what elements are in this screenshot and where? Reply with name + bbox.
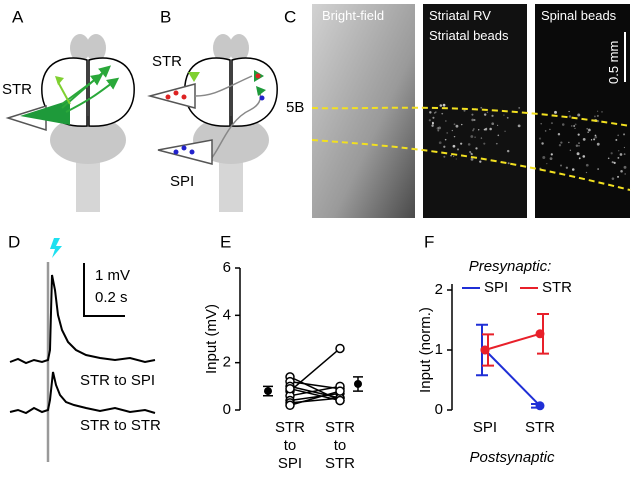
mean-point <box>264 387 272 396</box>
pair-line <box>289 390 341 406</box>
region-label: SPI <box>170 173 194 190</box>
x-tick-label: to <box>284 437 297 454</box>
region-label: STR <box>2 81 32 98</box>
spinal-image <box>535 4 630 218</box>
data-point <box>285 400 295 411</box>
scale-x-label: 0.2 s <box>95 289 128 306</box>
legend-label: SPI <box>484 279 508 296</box>
x-tick-label: SPI <box>473 419 497 436</box>
data-point <box>535 329 545 339</box>
x-tick-label: STR <box>275 419 305 436</box>
image-title: Spinal beads <box>541 8 617 23</box>
pair-line <box>289 387 341 402</box>
panel-label: B <box>160 7 171 26</box>
trace-label: STR to STR <box>80 417 161 434</box>
y-tick-label: 0 <box>435 401 443 418</box>
panel-label: A <box>12 7 24 26</box>
pair-line <box>289 392 341 402</box>
y-axis-label: Input (norm.) <box>417 307 434 393</box>
image-title: Bright-field <box>322 8 384 23</box>
x-tick-label: SPI <box>278 455 302 472</box>
striatal-image <box>423 4 527 218</box>
pair-line <box>289 347 341 392</box>
y-tick-label: 2 <box>435 281 443 298</box>
pair-line <box>289 385 341 399</box>
series-line <box>484 332 541 351</box>
x-axis-label: Postsynaptic <box>469 449 555 466</box>
panel-c: C Bright-field Striatal RV Striatal bead… <box>284 4 631 218</box>
trace-label: STR to SPI <box>80 372 155 389</box>
image-title: Striatal beads <box>429 28 509 43</box>
panel-label: C <box>284 7 296 26</box>
data-point <box>335 386 345 396</box>
panel-d: D 1 mV 0.2 s STR to SPI STR to STR <box>8 232 161 462</box>
y-tick-label: 1 <box>435 341 443 358</box>
scale-y-label: 1 mV <box>95 267 130 284</box>
data-point <box>335 395 345 406</box>
legend-label: STR <box>542 279 572 296</box>
pair-line <box>289 385 341 397</box>
data-point <box>535 401 545 411</box>
x-tick-label: STR <box>525 419 555 436</box>
panel-label: F <box>424 232 434 251</box>
panel-a: A STR <box>2 7 135 212</box>
region-label: STR <box>152 53 182 70</box>
scale-bar-label: 0.5 mm <box>606 41 621 84</box>
panel-label: E <box>220 232 231 251</box>
image-title: Striatal RV <box>429 8 491 23</box>
panel-b: B STR SPI <box>147 7 278 212</box>
y-tick-label: 4 <box>223 306 231 323</box>
data-point <box>335 343 345 354</box>
y-tick-label: 2 <box>223 354 231 371</box>
x-tick-label: STR <box>325 455 355 472</box>
data-point <box>285 383 295 394</box>
bright-field-image <box>312 4 415 218</box>
x-tick-label: to <box>334 437 347 454</box>
y-tick-label: 6 <box>223 259 231 276</box>
legend-title: Presynaptic: <box>469 258 552 275</box>
y-axis-label: Input (mV) <box>203 304 220 374</box>
mean-point <box>354 379 362 388</box>
y-tick-label: 0 <box>223 401 231 418</box>
x-tick-label: STR <box>325 419 355 436</box>
series-line <box>484 349 541 407</box>
data-point <box>480 345 490 355</box>
layer-label: 5B <box>286 99 304 116</box>
panel-label: D <box>8 232 20 251</box>
